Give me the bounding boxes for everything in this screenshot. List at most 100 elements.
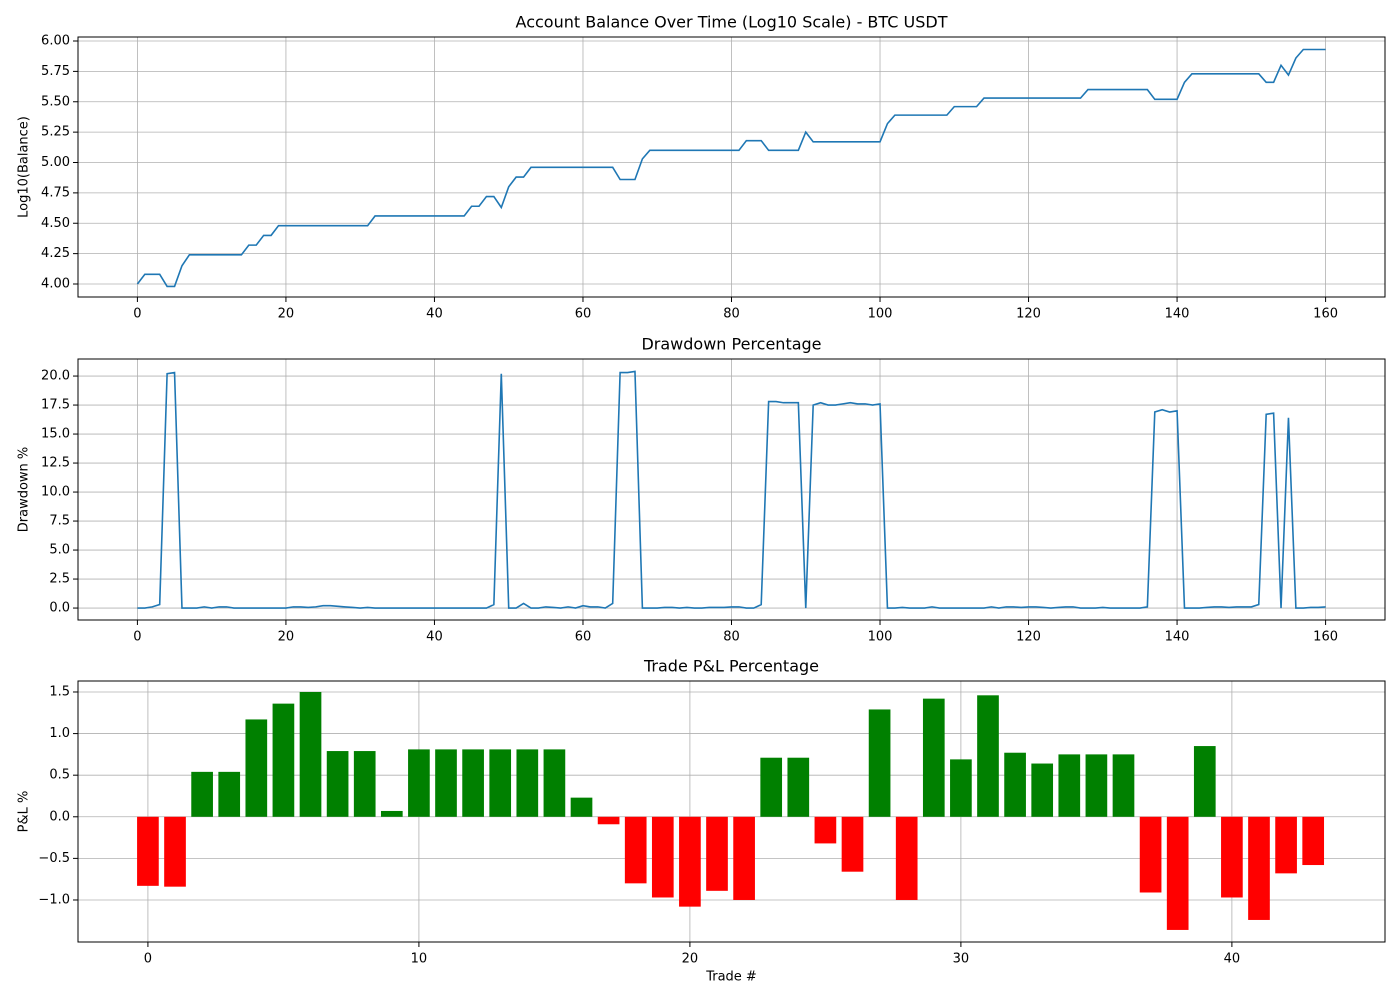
y-tick-label: 0.5 [49,768,70,783]
x-tick-label: 10 [411,952,428,967]
y-tick-label: 12.5 [41,456,70,471]
x-tick-label: 20 [278,307,295,322]
bar [868,709,891,817]
x-tick-label: 0 [133,630,141,645]
bar [1112,754,1135,817]
y-tick-label: 4.25 [41,246,70,261]
bar [1248,816,1270,920]
x-tick-label: 60 [575,307,592,322]
bar [1085,754,1108,817]
bar [326,751,349,817]
bar [516,749,539,817]
y-tick-label: 2.5 [49,572,70,587]
x-tick-label: 0 [144,952,152,967]
x-tick-label: 20 [682,952,699,967]
bar [299,691,322,817]
bar [380,810,403,817]
bar [679,816,701,907]
chart-title: Trade P&L Percentage [643,657,819,676]
bar [1302,816,1325,866]
x-tick-label: 40 [426,307,443,322]
bar [977,695,999,817]
y-tick-label: 5.75 [41,64,70,79]
bar [462,749,484,817]
bar [543,749,566,817]
y-tick-label: 7.5 [49,514,70,529]
bar [1193,746,1216,817]
bar [137,816,159,886]
y-tick-label: 15.0 [41,427,70,442]
y-tick-label: −0.5 [38,851,70,866]
y-tick-label: 5.00 [41,155,70,170]
y-axis-label: P&L % [17,791,32,833]
bar [1221,816,1243,898]
bar [1166,816,1189,930]
bar [1031,763,1054,817]
bar [706,816,728,891]
bar [272,703,295,817]
y-axis-label: Log10(Balance) [17,116,32,218]
bar [1058,754,1081,817]
x-tick-label: 60 [575,630,592,645]
bar [787,757,810,817]
y-tick-label: 5.25 [41,125,70,140]
bar [760,757,783,817]
x-tick-label: 120 [1016,307,1041,322]
x-tick-label: 140 [1165,630,1190,645]
y-tick-label: 4.75 [41,185,70,200]
bar [353,751,376,817]
x-tick-label: 80 [723,630,740,645]
data-line [137,370,1326,609]
bar [814,816,837,844]
bar [191,771,213,817]
y-tick-label: 5.0 [49,543,70,558]
x-tick-label: 160 [1313,307,1338,322]
x-tick-label: 30 [953,952,970,967]
x-tick-label: 160 [1313,630,1338,645]
bar [435,749,457,817]
chart-title: Account Balance Over Time (Log10 Scale) … [516,13,948,32]
bar [895,816,918,900]
bar [245,719,268,817]
bar [1139,816,1162,893]
x-tick-label: 100 [868,630,893,645]
bar [1275,816,1297,874]
bar [651,816,674,898]
bar [408,749,430,817]
y-tick-label: 10.0 [41,485,70,500]
x-tick-label: 100 [868,307,893,322]
plot-frame [77,358,1386,621]
plot-frame [77,36,1386,298]
y-tick-label: 4.50 [41,216,70,231]
bar [922,698,945,817]
bar [489,749,512,817]
x-tick-label: 40 [1224,952,1241,967]
bar [218,771,241,817]
y-tick-label: 20.0 [41,369,70,384]
y-tick-label: 1.0 [49,726,70,741]
y-axis-label: Drawdown % [17,447,32,533]
x-tick-label: 20 [278,630,295,645]
x-tick-label: 40 [426,630,443,645]
y-tick-label: −1.0 [38,892,70,907]
bar [841,816,864,872]
bar [164,816,186,887]
data-line [136,48,1326,288]
chart-title: Drawdown Percentage [641,335,821,354]
y-tick-label: 17.5 [41,398,70,413]
x-axis-label: Trade # [705,970,757,985]
x-tick-label: 0 [133,307,141,322]
bar [570,797,593,817]
bar [624,816,647,884]
y-tick-label: 5.50 [41,94,70,109]
plot-frame [77,680,1386,943]
y-tick-label: 1.5 [49,684,70,699]
y-tick-label: 0.0 [49,809,70,824]
bar [597,816,620,825]
x-tick-label: 140 [1165,307,1190,322]
y-tick-label: 0.0 [49,601,70,616]
bar [950,759,972,817]
bar [1004,752,1026,817]
bar [733,816,755,900]
